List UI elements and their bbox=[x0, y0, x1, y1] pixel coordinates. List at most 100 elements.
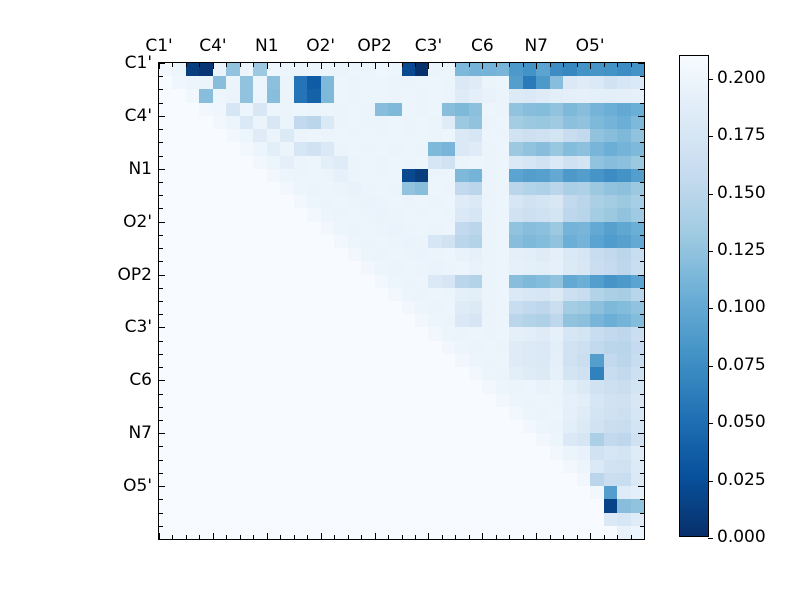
heatmap-cell bbox=[293, 525, 308, 539]
heatmap-cell bbox=[455, 274, 469, 288]
heatmap-cell bbox=[212, 380, 227, 394]
tick-mark bbox=[361, 535, 363, 539]
heatmap-cell bbox=[482, 234, 496, 249]
heatmap-cell bbox=[590, 420, 604, 434]
heatmap-cell bbox=[509, 459, 523, 473]
heatmap-cell bbox=[334, 327, 348, 341]
heatmap-cell bbox=[172, 525, 186, 539]
heatmap-cell bbox=[199, 208, 213, 222]
heatmap-cell bbox=[374, 261, 389, 275]
heatmap-cell bbox=[199, 525, 213, 539]
heatmap-cell bbox=[414, 420, 429, 434]
heatmap-cell bbox=[361, 499, 375, 513]
y-tick-label: C6 bbox=[129, 370, 152, 391]
heatmap-cell bbox=[630, 168, 644, 182]
heatmap-cell bbox=[563, 433, 577, 447]
heatmap-cell bbox=[617, 486, 631, 500]
tick-mark bbox=[159, 195, 163, 197]
heatmap-cell bbox=[414, 499, 429, 513]
heatmap-cell bbox=[239, 340, 254, 354]
tick-mark bbox=[239, 63, 241, 67]
heatmap-cell bbox=[428, 195, 442, 209]
heatmap-cell bbox=[549, 367, 564, 381]
heatmap-cell bbox=[549, 459, 564, 473]
heatmap-cell bbox=[401, 63, 415, 77]
tick-mark bbox=[159, 539, 163, 540]
tick-mark bbox=[253, 535, 255, 539]
heatmap-cell bbox=[482, 142, 496, 156]
heatmap-cell bbox=[307, 314, 321, 328]
heatmap-cell bbox=[468, 446, 483, 460]
tick-mark bbox=[159, 446, 163, 448]
heatmap-cell bbox=[455, 459, 469, 473]
heatmap-cell bbox=[307, 393, 321, 407]
y-tick-label: N1 bbox=[128, 158, 152, 179]
heatmap-cell bbox=[212, 102, 227, 116]
heatmap-cell bbox=[159, 472, 173, 487]
heatmap-cell bbox=[630, 314, 644, 328]
heatmap-cell bbox=[428, 486, 442, 500]
heatmap-cell bbox=[563, 89, 577, 103]
heatmap-cell bbox=[266, 420, 281, 434]
heatmap-cell bbox=[280, 115, 294, 130]
heatmap-cell bbox=[590, 353, 604, 368]
heatmap-cell bbox=[361, 261, 375, 275]
heatmap-cell bbox=[172, 129, 186, 143]
heatmap-cell bbox=[414, 393, 429, 407]
heatmap-cell bbox=[590, 63, 604, 77]
heatmap-cell bbox=[334, 287, 348, 301]
heatmap-cell bbox=[401, 406, 415, 420]
heatmap-cell bbox=[388, 208, 402, 222]
heatmap-cell bbox=[630, 459, 644, 473]
heatmap-cell bbox=[630, 525, 644, 539]
heatmap-cell bbox=[630, 142, 644, 156]
heatmap-cell bbox=[455, 393, 469, 407]
heatmap-cell bbox=[320, 102, 335, 116]
heatmap-cell bbox=[617, 261, 631, 275]
heatmap-cell bbox=[320, 63, 335, 77]
heatmap-cell bbox=[293, 353, 308, 368]
heatmap-cell bbox=[388, 129, 402, 143]
heatmap-cell bbox=[293, 221, 308, 235]
heatmap-cell bbox=[522, 234, 537, 249]
colorbar-tick-mark bbox=[708, 423, 713, 425]
heatmap-cell bbox=[441, 486, 456, 500]
heatmap-cell bbox=[617, 248, 631, 262]
tick-mark bbox=[185, 63, 187, 67]
heatmap-cell bbox=[441, 248, 456, 262]
heatmap-cell bbox=[509, 327, 523, 341]
heatmap-cell bbox=[441, 168, 456, 182]
heatmap-cell bbox=[617, 499, 631, 513]
heatmap-cell bbox=[536, 102, 550, 116]
heatmap-cell bbox=[212, 459, 227, 473]
heatmap-cell bbox=[617, 327, 631, 341]
heatmap-cell bbox=[172, 115, 186, 130]
heatmap-cell bbox=[239, 472, 254, 487]
heatmap-cell bbox=[159, 261, 173, 275]
heatmap-cell bbox=[536, 512, 550, 526]
heatmap-cell bbox=[347, 89, 362, 103]
heatmap-cell bbox=[347, 221, 362, 235]
heatmap-cell bbox=[441, 221, 456, 235]
heatmap-cell bbox=[320, 512, 335, 526]
heatmap-cell bbox=[441, 525, 456, 539]
heatmap-cell bbox=[253, 221, 267, 235]
heatmap-cell bbox=[576, 261, 591, 275]
heatmap-cell bbox=[226, 102, 240, 116]
heatmap-cell bbox=[455, 301, 469, 315]
heatmap-cell bbox=[468, 221, 483, 235]
heatmap-cell bbox=[401, 499, 415, 513]
heatmap-cell bbox=[482, 380, 496, 394]
heatmap-cell bbox=[199, 221, 213, 235]
heatmap-cell bbox=[603, 314, 618, 328]
heatmap-cell bbox=[441, 76, 456, 90]
heatmap-cell bbox=[576, 459, 591, 473]
heatmap-cell bbox=[334, 314, 348, 328]
heatmap-cell bbox=[172, 274, 186, 288]
heatmap-cell bbox=[374, 155, 389, 169]
heatmap-cell bbox=[334, 406, 348, 420]
heatmap-cell bbox=[212, 301, 227, 315]
heatmap-cell bbox=[441, 327, 456, 341]
heatmap-cell bbox=[401, 115, 415, 130]
heatmap-cell bbox=[199, 393, 213, 407]
